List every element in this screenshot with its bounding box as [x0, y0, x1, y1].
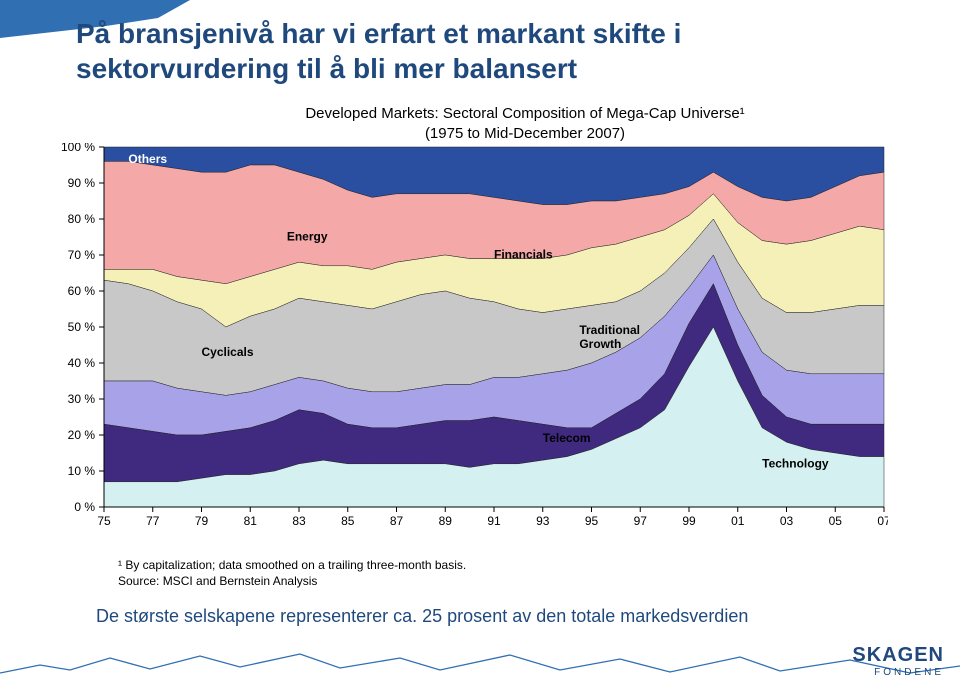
chart-subtitle: Developed Markets: Sectoral Composition … — [275, 104, 775, 143]
x-tick-label: 85 — [341, 514, 355, 528]
y-tick-label: 90 % — [68, 176, 96, 190]
series-label-cyclicals: Cyclicals — [202, 345, 254, 359]
slide: På bransjenivå har vi erfart et markant … — [0, 0, 960, 690]
x-tick-label: 81 — [244, 514, 258, 528]
x-tick-label: 87 — [390, 514, 404, 528]
x-tick-label: 77 — [146, 514, 160, 528]
series-label-financials: Financials — [494, 248, 553, 262]
y-tick-label: 70 % — [68, 248, 96, 262]
series-label-traditional-growth: Growth — [579, 337, 621, 351]
series-label-telecom: Telecom — [543, 431, 591, 445]
x-tick-label: 79 — [195, 514, 209, 528]
brand-sub: FONDENE — [852, 667, 944, 678]
x-tick-label: 97 — [634, 514, 648, 528]
x-tick-label: 83 — [292, 514, 306, 528]
series-label-others: Others — [128, 152, 167, 166]
series-label-technology: Technology — [762, 456, 829, 470]
x-tick-label: 91 — [487, 514, 501, 528]
y-tick-label: 10 % — [68, 464, 96, 478]
subtitle-line1: Developed Markets: Sectoral Composition … — [305, 105, 744, 122]
x-tick-label: 01 — [731, 514, 745, 528]
x-tick-label: 99 — [682, 514, 696, 528]
y-tick-label: 40 % — [68, 356, 96, 370]
brand-name: SKAGEN — [852, 644, 944, 667]
x-tick-label: 05 — [829, 514, 843, 528]
y-tick-label: 100 % — [61, 143, 95, 154]
stacked-area-chart: 0 % 10 % 20 % 30 % 40 % 50 % 60 % 70 % 80 % 90 % 1… — [48, 143, 888, 543]
page-title: På bransjenivå har vi erfart et markant … — [76, 16, 836, 86]
y-tick-label: 20 % — [68, 428, 96, 442]
footnote: ¹ By capitalization; data smoothed on a … — [118, 558, 466, 589]
takeaway-text: De største selskapene representerer ca. … — [96, 606, 748, 627]
subtitle-line2: (1975 to Mid-December 2007) — [425, 125, 625, 142]
x-tick-label: 07 — [877, 514, 888, 528]
x-tick-label: 03 — [780, 514, 794, 528]
x-tick-label: 93 — [536, 514, 550, 528]
x-tick-label: 75 — [97, 514, 111, 528]
y-tick-label: 60 % — [68, 284, 96, 298]
mountain-silhouette — [0, 648, 960, 680]
series-label-energy: Energy — [287, 230, 328, 244]
footnote-line2: Source: MSCI and Bernstein Analysis — [118, 574, 317, 588]
y-tick-label: 30 % — [68, 392, 96, 406]
y-tick-label: 80 % — [68, 212, 96, 226]
brand-logo: SKAGEN FONDENE — [852, 644, 944, 678]
x-tick-label: 89 — [439, 514, 453, 528]
footnote-line1: ¹ By capitalization; data smoothed on a … — [118, 558, 466, 572]
series-label-traditional-growth: Traditional — [579, 323, 640, 337]
y-tick-label: 0 % — [74, 500, 95, 514]
x-tick-label: 95 — [585, 514, 599, 528]
y-tick-label: 50 % — [68, 320, 96, 334]
